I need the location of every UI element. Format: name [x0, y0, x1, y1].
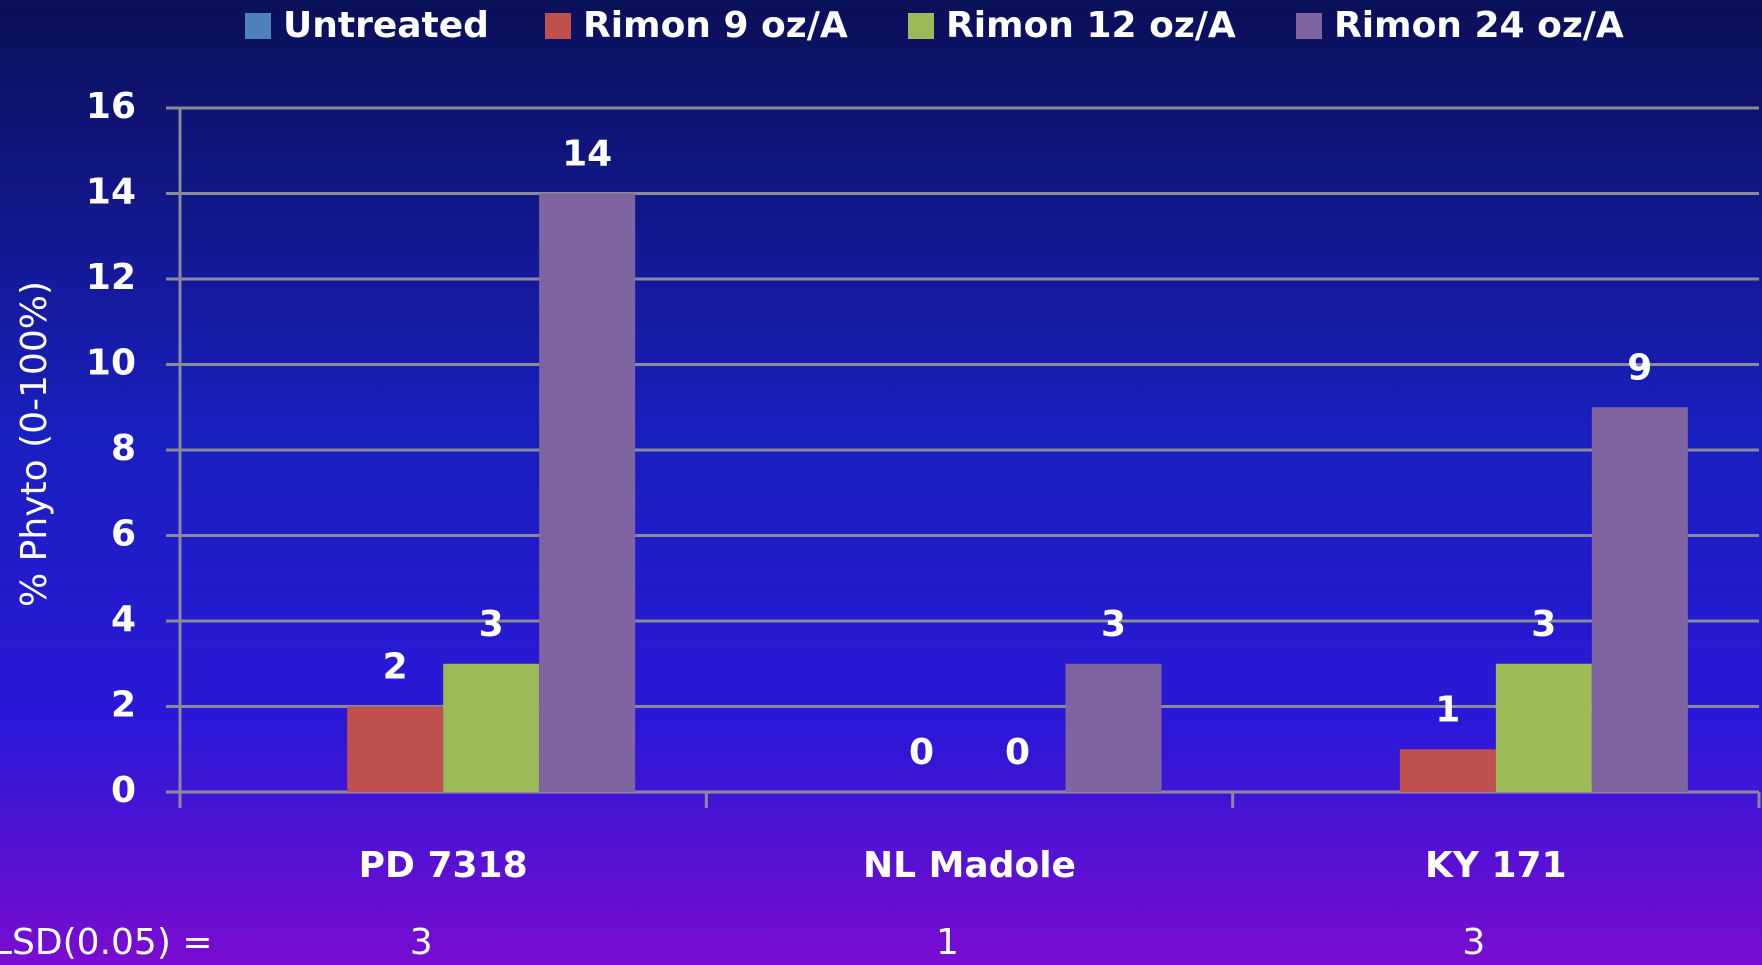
y-tick-label: 8 [111, 428, 136, 469]
data-label: 2 [383, 647, 408, 688]
data-label: 3 [1101, 604, 1126, 645]
data-label: 1 [1435, 689, 1460, 730]
y-tick-label: 10 [86, 343, 136, 384]
y-tick-label: 0 [111, 770, 136, 811]
bar [1591, 407, 1688, 792]
data-label: 3 [479, 604, 504, 645]
bar [347, 706, 444, 792]
legend-label: Untreated [283, 5, 489, 46]
x-tick-label: KY 171 [1425, 845, 1567, 886]
bar [539, 193, 636, 792]
data-label: 3 [1531, 604, 1556, 645]
lsd-value: 3 [1462, 922, 1485, 963]
y-tick-label: 4 [111, 599, 136, 640]
legend-label: Rimon 12 oz/A [946, 5, 1236, 46]
x-tick-label: PD 7318 [359, 845, 528, 886]
legend-label: Rimon 9 oz/A [583, 5, 848, 46]
y-tick-label: 6 [111, 514, 136, 555]
y-axis-title: % Phyto (0-100%) [14, 281, 55, 607]
y-tick-label: 12 [86, 257, 136, 298]
lsd-label: LSD(0.05) = [0, 922, 212, 963]
bar [443, 663, 540, 792]
legend-label: Rimon 24 oz/A [1334, 5, 1624, 46]
x-tick-label: NL Madole [863, 845, 1076, 886]
y-tick-label: 2 [111, 685, 136, 726]
legend-swatch [908, 13, 934, 39]
bar [1065, 663, 1162, 792]
bar [1495, 663, 1592, 792]
lsd-value: 1 [936, 922, 959, 963]
legend-swatch [545, 13, 571, 39]
bar [1399, 749, 1496, 792]
legend-swatch [1296, 13, 1322, 39]
data-label: 14 [562, 134, 612, 175]
data-label: 9 [1627, 347, 1652, 388]
data-label: 0 [1005, 732, 1030, 773]
legend-swatch [245, 13, 271, 39]
y-tick-label: 16 [86, 86, 136, 127]
data-label: 0 [909, 732, 934, 773]
y-tick-label: 14 [86, 172, 136, 213]
lsd-value: 3 [410, 922, 433, 963]
